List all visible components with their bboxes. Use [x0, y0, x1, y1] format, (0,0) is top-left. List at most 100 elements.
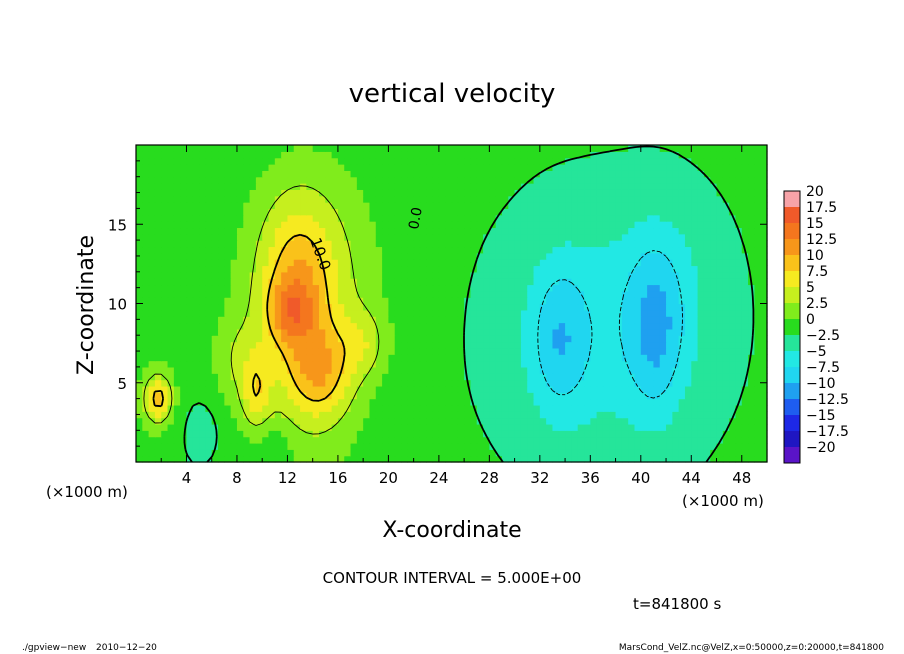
heatmap-cell	[401, 322, 408, 330]
heatmap-cell	[142, 145, 150, 152]
heatmap-cell	[703, 202, 711, 209]
heatmap-cell	[577, 436, 585, 444]
heatmap-cell	[230, 436, 238, 444]
heatmap-cell	[281, 284, 289, 292]
heatmap-cell	[621, 176, 629, 184]
heatmap-cell	[426, 195, 434, 203]
heatmap-cell	[659, 176, 667, 184]
heatmap-cell	[577, 208, 585, 216]
heatmap-cell	[268, 385, 276, 393]
heatmap-cell	[596, 392, 604, 400]
heatmap-cell	[483, 436, 490, 444]
heatmap-cell	[394, 392, 402, 400]
heatmap-cell	[703, 430, 711, 438]
heatmap-cell	[596, 398, 604, 406]
heatmap-cell	[735, 284, 743, 292]
heatmap-cell	[571, 354, 579, 362]
heatmap-cell	[451, 233, 459, 241]
heatmap-cell	[476, 449, 484, 457]
heatmap-cell	[722, 341, 730, 349]
heatmap-cell	[628, 189, 636, 197]
heatmap-cell	[148, 398, 156, 406]
heatmap-cell	[419, 379, 427, 387]
heatmap-cell	[300, 195, 307, 203]
heatmap-cell	[514, 442, 522, 450]
heatmap-cell	[281, 176, 289, 184]
heatmap-cell	[205, 404, 213, 412]
heatmap-cell	[552, 347, 560, 355]
heatmap-cell	[659, 202, 667, 209]
heatmap-cell	[312, 366, 320, 374]
heatmap-cell	[634, 195, 642, 203]
heatmap-cell	[716, 398, 724, 406]
heatmap-cell	[741, 176, 749, 184]
heatmap-cell	[243, 423, 251, 431]
heatmap-cell	[672, 347, 680, 355]
heatmap-cell	[142, 195, 150, 203]
heatmap-cell	[356, 354, 364, 362]
heatmap-cell	[596, 151, 604, 159]
heatmap-cell	[199, 183, 207, 190]
heatmap-cell	[552, 436, 560, 444]
heatmap-cell	[274, 404, 282, 412]
heatmap-cell	[691, 423, 699, 431]
heatmap-cell	[136, 240, 143, 248]
heatmap-cell	[375, 335, 383, 343]
heatmap-cell	[457, 347, 465, 355]
heatmap-cell	[565, 354, 572, 362]
heatmap-cell	[173, 411, 181, 419]
heatmap-cell	[236, 265, 244, 273]
heatmap-cell	[501, 316, 509, 324]
heatmap-cell	[552, 208, 560, 216]
heatmap-cell	[615, 290, 623, 298]
heatmap-cell	[678, 455, 686, 463]
heatmap-cell	[684, 214, 692, 222]
heatmap-cell	[438, 246, 446, 254]
heatmap-cell	[154, 145, 162, 152]
heatmap-cell	[615, 449, 623, 457]
heatmap-cell	[476, 297, 484, 305]
heatmap-cell	[653, 360, 661, 368]
heatmap-cell	[672, 151, 680, 159]
heatmap-cell	[609, 328, 617, 336]
heatmap-cell	[653, 145, 661, 152]
heatmap-cell	[754, 449, 762, 457]
heatmap-cell	[148, 297, 156, 305]
heatmap-cell	[142, 271, 150, 279]
heatmap-cell	[224, 398, 232, 406]
heatmap-cell	[401, 227, 408, 235]
heatmap-cell	[501, 227, 509, 235]
heatmap-cell	[735, 214, 743, 222]
heatmap-cell	[394, 151, 402, 159]
heatmap-cell	[369, 398, 377, 406]
heatmap-cell	[369, 259, 377, 267]
heatmap-cell	[565, 164, 572, 171]
heatmap-cell	[678, 417, 686, 425]
heatmap-cell	[407, 189, 415, 197]
heatmap-cell	[243, 170, 251, 178]
heatmap-cell	[533, 208, 541, 216]
heatmap-cell	[760, 164, 768, 171]
heatmap-cell	[180, 246, 188, 254]
heatmap-cell	[659, 392, 667, 400]
heatmap-cell	[609, 189, 617, 197]
heatmap-cell	[344, 195, 352, 203]
heatmap-cell	[337, 208, 345, 216]
heatmap-cell	[508, 392, 516, 400]
heatmap-cell	[388, 214, 396, 222]
heatmap-cell	[445, 385, 453, 393]
heatmap-cell	[546, 284, 554, 292]
heatmap-cell	[621, 259, 629, 267]
heatmap-cell	[729, 392, 737, 400]
heatmap-cell	[703, 385, 711, 393]
heatmap-cell	[760, 430, 768, 438]
heatmap-cell	[666, 442, 673, 450]
heatmap-cell	[318, 195, 326, 203]
heatmap-cell	[375, 366, 383, 374]
heatmap-cell	[684, 309, 692, 317]
heatmap-cell	[426, 436, 434, 444]
heatmap-cell	[464, 265, 472, 273]
heatmap-cell	[457, 335, 465, 343]
heatmap-cell	[255, 335, 263, 343]
heatmap-cell	[659, 455, 667, 463]
